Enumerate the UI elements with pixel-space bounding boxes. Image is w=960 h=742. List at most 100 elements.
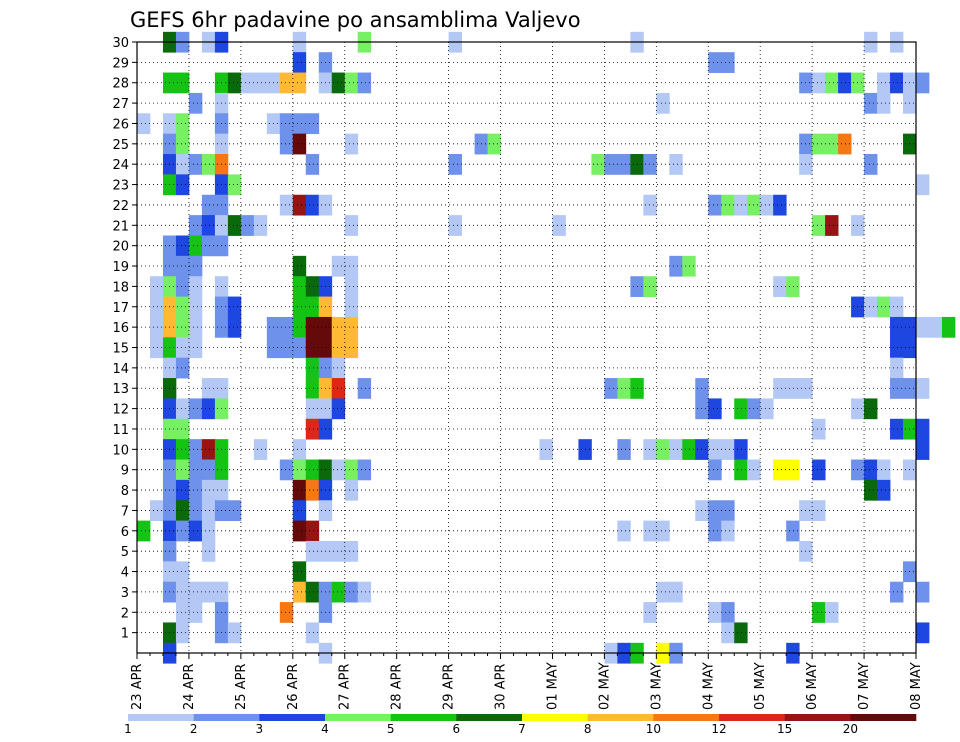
y-tick-label: 16 [112, 321, 129, 336]
precip-cell [331, 357, 346, 379]
y-tick-label: 30 [112, 36, 129, 51]
precip-cell [201, 154, 216, 175]
precip-cell [175, 418, 190, 440]
precip-cell [227, 622, 242, 644]
precip-cell [773, 459, 787, 481]
precip-cell [305, 154, 320, 175]
y-tick-label: 3 [121, 586, 129, 601]
colorbar-swatch [587, 714, 654, 721]
x-tick-label: 23 APR [130, 664, 145, 710]
precip-cell [708, 439, 722, 460]
precip-cell [916, 378, 930, 399]
colorbar-swatch [259, 714, 326, 721]
precip-cell [175, 398, 190, 420]
x-tick-label: 06 MAY [805, 662, 820, 710]
precip-cell [137, 520, 151, 542]
precip-cell [175, 622, 190, 644]
y-tick-label: 26 [112, 117, 129, 132]
colorbar-label: 20 [843, 722, 858, 736]
precip-cell [448, 154, 462, 175]
precip-cell [175, 255, 190, 277]
precip-cell [760, 194, 774, 216]
precip-cell [292, 439, 307, 460]
precip-cell [175, 296, 190, 318]
precip-cell [188, 235, 203, 257]
precip-cell [812, 418, 826, 440]
precip-cell [292, 316, 307, 338]
colorbar-label: 1 [124, 722, 132, 736]
precip-cell [305, 520, 320, 542]
precip-cell [344, 276, 359, 297]
precip-cell [305, 113, 320, 135]
precip-cell [864, 398, 878, 420]
precip-cell [331, 255, 346, 277]
precip-cell [292, 520, 307, 542]
precip-cell [201, 540, 216, 562]
y-tick-label: 18 [112, 280, 129, 295]
precip-cell [201, 235, 216, 257]
precip-cell [877, 92, 891, 114]
precip-cell [175, 479, 190, 501]
y-tick-label: 5 [121, 545, 129, 560]
precip-cell [448, 215, 462, 236]
precip-cell [643, 520, 657, 542]
precip-cell [201, 459, 216, 481]
colorbar-swatch [128, 714, 194, 721]
precip-cell [669, 581, 683, 603]
precip-cell [279, 133, 294, 155]
precip-cell [253, 439, 268, 460]
precip-cell [188, 479, 203, 501]
precip-cell [734, 194, 748, 216]
precip-cell [305, 316, 320, 338]
y-tick-label: 9 [121, 464, 129, 479]
y-tick-label: 21 [112, 219, 129, 234]
precip-cell [175, 520, 190, 542]
colorbar-label: 6 [453, 722, 461, 736]
precip-cell [812, 215, 826, 236]
precip-cell [721, 500, 735, 522]
precip-cell [292, 581, 307, 603]
precip-cell [721, 52, 735, 73]
precip-cell [201, 581, 216, 603]
y-tick-label: 19 [112, 260, 129, 275]
colorbar-swatch [193, 714, 260, 721]
y-tick-label: 23 [112, 179, 129, 194]
x-tick-label: 07 MAY [857, 662, 872, 710]
y-tick-label: 10 [112, 443, 129, 458]
colorbar-label: 8 [584, 722, 592, 736]
colorbar-swatch [325, 714, 391, 721]
precip-cell [279, 316, 294, 338]
precip-cell [292, 72, 307, 94]
x-tick-label: 04 MAY [701, 662, 716, 710]
colorbar: 1 2 3 4 5 6 7 8 10 12 15 20 [124, 714, 917, 736]
precip-cell [175, 602, 190, 623]
colorbar-swatch [522, 714, 588, 721]
precip-cell [643, 276, 657, 297]
precip-cell [292, 255, 307, 277]
precip-cell [227, 174, 242, 196]
y-tick-label: 1 [121, 627, 129, 642]
precip-cell [292, 561, 307, 583]
precip-cell [305, 378, 320, 399]
precip-cell [344, 296, 359, 318]
precip-cell [292, 296, 307, 318]
precip-cell [201, 378, 216, 399]
precip-cell [227, 500, 242, 522]
precip-cell [331, 72, 346, 94]
precip-cell [188, 154, 203, 175]
precip-cell [305, 459, 320, 481]
precip-cell [175, 113, 190, 135]
precip-cell [877, 479, 891, 501]
y-tick-label: 2 [121, 606, 129, 621]
precip-cell [188, 602, 203, 623]
precip-cell [175, 500, 190, 522]
colorbar-swatch [456, 714, 523, 721]
precip-cell [201, 500, 216, 522]
colorbar-label: 2 [190, 722, 198, 736]
precip-cell [916, 439, 930, 460]
precip-cell [617, 520, 631, 542]
x-tick-label: 28 APR [390, 664, 405, 710]
x-axis: 23 APR 24 APR 25 APR 26 APR 27 APR 28 APR 29 A… [130, 653, 924, 710]
precip-cell [227, 296, 242, 318]
precip-cell [331, 581, 346, 603]
